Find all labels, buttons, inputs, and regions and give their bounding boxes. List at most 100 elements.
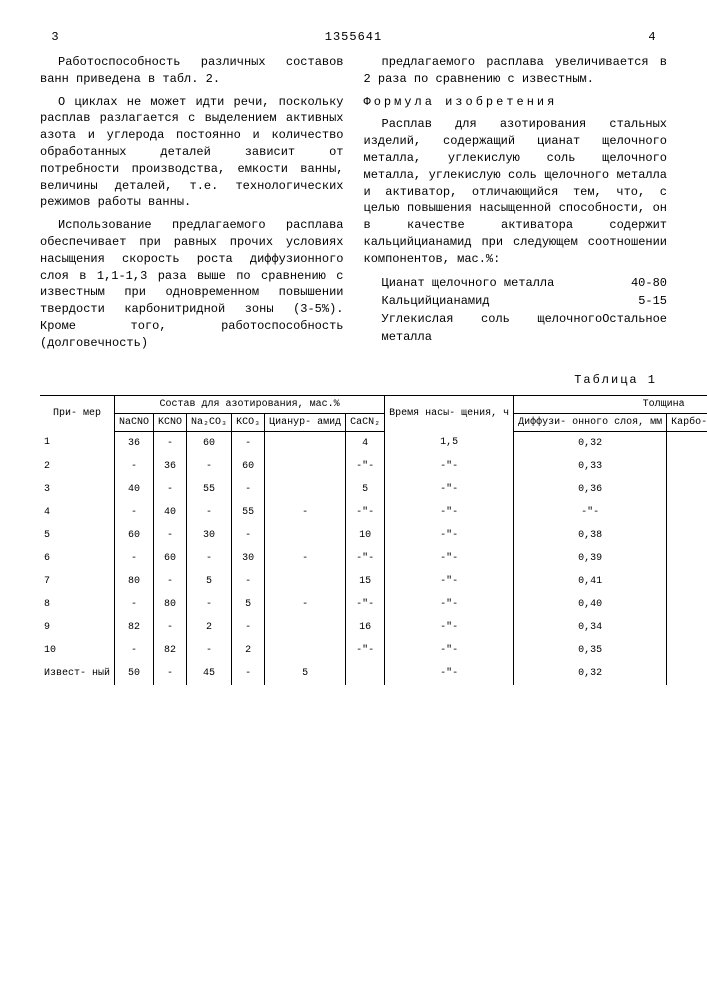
- left-paragraph-3: Использование предлагаемого расплава обе…: [40, 217, 344, 351]
- table-row: 4-40-55--"--"--"--"-830: [40, 501, 707, 524]
- table-cell: -: [265, 501, 346, 524]
- page-number-right: 4: [637, 30, 667, 44]
- table-cell: 0,32: [514, 431, 667, 455]
- col-cyanur: Цианур- амид: [265, 413, 346, 431]
- table-row: 8-80-5--"--"-0,40-"--"-: [40, 593, 707, 616]
- table-cell: -"-: [385, 662, 514, 685]
- table-cell: -: [154, 431, 187, 455]
- table-cell: -: [154, 478, 187, 501]
- table-cell: 0,40: [514, 593, 667, 616]
- table-cell: -: [115, 593, 154, 616]
- table-cell: 40: [154, 501, 187, 524]
- table-cell: 2: [187, 616, 232, 639]
- table-cell: -"-: [667, 501, 707, 524]
- table-cell: -: [265, 547, 346, 570]
- body-columns: Работоспособность различных составов ван…: [40, 54, 667, 358]
- table-cell: 9: [40, 616, 115, 639]
- table-cell: -: [187, 639, 232, 662]
- table-cell: 10: [40, 639, 115, 662]
- table-cell: -: [187, 547, 232, 570]
- table-cell: Извест- ный: [40, 662, 115, 685]
- table-cell: -: [115, 455, 154, 478]
- left-column: Работоспособность различных составов ван…: [40, 54, 344, 358]
- table-cell: 60: [232, 455, 265, 478]
- table-cell: 16: [346, 616, 385, 639]
- col-primer: При- мер: [40, 395, 115, 431]
- table-cell: 30: [187, 524, 232, 547]
- table-cell: 36: [115, 431, 154, 455]
- right-paragraph-2: Расплав для азотирования стальных издели…: [364, 116, 668, 267]
- table-cell: 22: [667, 662, 707, 685]
- table-cell: 34: [667, 431, 707, 455]
- col-kcno: KCNO: [154, 413, 187, 431]
- table-cell: 36: [154, 455, 187, 478]
- table-cell: 1,5: [385, 431, 514, 455]
- table-cell: 0,35: [514, 639, 667, 662]
- table-cell: 7: [40, 570, 115, 593]
- table-row: 10-82-2-"--"-0,35-"--"-: [40, 639, 707, 662]
- table-cell: -: [232, 478, 265, 501]
- table-cell: [265, 524, 346, 547]
- table-cell: -: [115, 501, 154, 524]
- table-cell: 55: [187, 478, 232, 501]
- table-cell: 55: [232, 501, 265, 524]
- table-cell: -: [232, 662, 265, 685]
- table-cell: 1: [40, 431, 115, 455]
- table-cell: 25: [667, 478, 707, 501]
- table-cell: 5: [187, 570, 232, 593]
- col-diff: Диффузи- онного слоя, мм: [514, 413, 667, 431]
- table-cell: [346, 662, 385, 685]
- table-cell: -: [154, 524, 187, 547]
- table-cell: -"-: [385, 639, 514, 662]
- table-cell: 24: [667, 616, 707, 639]
- table-cell: -"-: [346, 593, 385, 616]
- component-label: Углекислая соль щелочного металла: [382, 310, 603, 346]
- table-cell: 30: [667, 524, 707, 547]
- left-paragraph-2: О циклах не может идти речи, поскольку р…: [40, 94, 344, 212]
- table-cell: 2: [232, 639, 265, 662]
- table-cell: -"-: [385, 501, 514, 524]
- table-cell: 45: [187, 662, 232, 685]
- table-row: 560-30-10-"-0,3830850: [40, 524, 707, 547]
- table-row: 340-55-5-"-0,3625820: [40, 478, 707, 501]
- table-cell: [265, 455, 346, 478]
- col-thickness: Толщина: [514, 395, 707, 413]
- component-row: Углекислая соль щелочного металла Осталь…: [382, 310, 668, 346]
- table-cell: 3: [40, 478, 115, 501]
- table-row: 136-60-41,50,3234810: [40, 431, 707, 455]
- table-cell: 2: [40, 455, 115, 478]
- table-cell: -"-: [385, 524, 514, 547]
- table-cell: -: [154, 570, 187, 593]
- data-table: При- мер Состав для азотирования, мас.% …: [40, 395, 707, 685]
- table-cell: 29: [667, 547, 707, 570]
- table-cell: -: [115, 639, 154, 662]
- component-value: 40-80: [631, 274, 667, 292]
- table-cell: -"-: [514, 501, 667, 524]
- table-row: 6-60-30--"--"-0,3929-"-: [40, 547, 707, 570]
- table-cell: -"-: [385, 616, 514, 639]
- table-cell: 0,41: [514, 570, 667, 593]
- component-row: Кальцийцианамид 5-15: [382, 292, 668, 310]
- right-column: предлагаемого расплава увеличивается в 2…: [364, 54, 668, 358]
- table-cell: 80: [115, 570, 154, 593]
- table-cell: 0,38: [514, 524, 667, 547]
- component-label: Цианат щелочного металла: [382, 274, 555, 292]
- table-cell: 0,34: [514, 616, 667, 639]
- table-cell: -: [187, 501, 232, 524]
- table-cell: 50: [115, 662, 154, 685]
- table-cell: -"-: [346, 639, 385, 662]
- table-cell: 15: [346, 570, 385, 593]
- table-cell: [265, 639, 346, 662]
- col-kco3: KCO₃: [232, 413, 265, 431]
- document-id: 1355641: [70, 30, 637, 44]
- table-cell: 4: [346, 431, 385, 455]
- table-cell: -: [187, 593, 232, 616]
- table-cell: 5: [346, 478, 385, 501]
- table-cell: 0,36: [514, 478, 667, 501]
- table-cell: [265, 478, 346, 501]
- col-composition: Состав для азотирования, мас.%: [115, 395, 385, 413]
- table-cell: -"-: [346, 547, 385, 570]
- table-cell: -: [154, 616, 187, 639]
- table-cell: 4: [40, 501, 115, 524]
- table-cell: 23: [667, 455, 707, 478]
